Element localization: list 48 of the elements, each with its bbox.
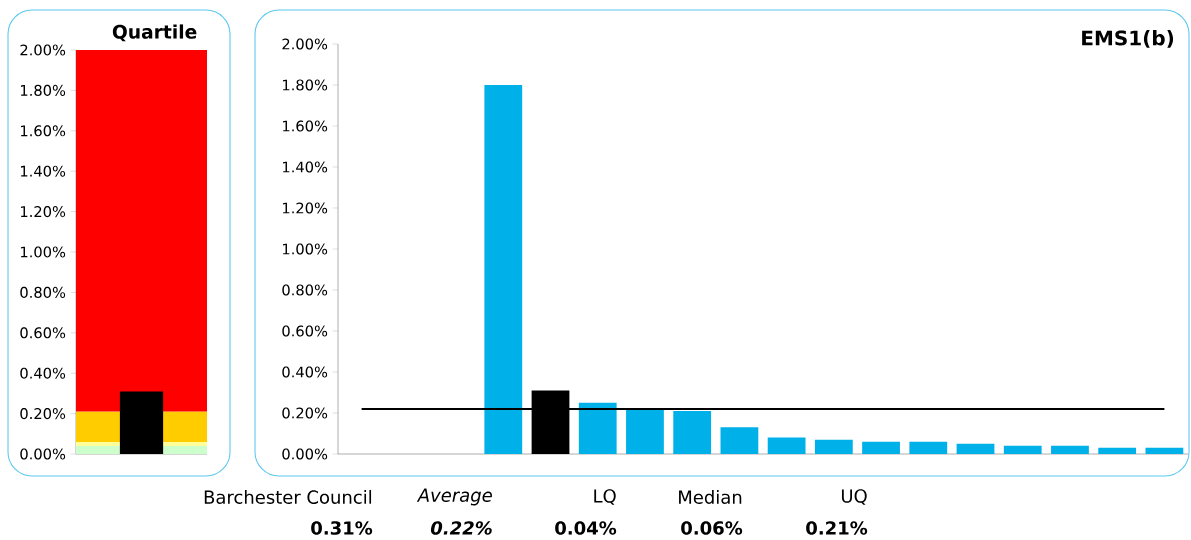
- bar: [1051, 445, 1089, 454]
- bar: [1003, 445, 1042, 454]
- text: Average: [416, 488, 492, 506]
- y-tick-label: 0.00%: [282, 448, 328, 460]
- y-tick-label: 0.40%: [282, 366, 328, 378]
- y-tick-label: 1.20%: [20, 206, 66, 218]
- y-tick-label: 2.00%: [282, 38, 328, 50]
- bar: [767, 437, 806, 454]
- y-tick-label: 1.80%: [20, 84, 66, 96]
- y-tick-label: 1.00%: [282, 243, 328, 255]
- text: 0.04%: [555, 521, 617, 535]
- bar: [862, 441, 900, 454]
- y-tick-label: 1.60%: [282, 120, 328, 132]
- y-tick-label: 0.80%: [282, 284, 328, 296]
- bar: [578, 402, 617, 454]
- bar: [1145, 447, 1184, 454]
- text: Median: [679, 490, 742, 504]
- text: Barchester Council: [204, 490, 372, 504]
- text: LQ: [594, 489, 616, 505]
- y-tick-label: 2.00%: [20, 44, 66, 56]
- y-tick-label: 0.00%: [20, 448, 66, 460]
- y-tick-label: 1.20%: [282, 202, 328, 214]
- text: 0.06%: [681, 521, 743, 535]
- text: 0.22%: [430, 521, 492, 535]
- bar: [814, 439, 853, 454]
- y-tick-label: 0.60%: [282, 325, 328, 337]
- y-tick-label: 1.40%: [282, 161, 328, 173]
- y-tick-label: 1.00%: [20, 246, 66, 258]
- y-tick-label: 1.40%: [20, 165, 66, 177]
- y-tick-label: 1.80%: [282, 79, 328, 91]
- text: UQ: [841, 489, 867, 505]
- bar: [673, 410, 712, 454]
- bar: [956, 443, 995, 454]
- y-tick-label: 1.60%: [20, 125, 66, 137]
- text: 0.21%: [806, 521, 868, 535]
- y-tick-label: 0.80%: [20, 286, 66, 298]
- bar: [1098, 447, 1137, 454]
- y-tick-label: 0.40%: [20, 367, 66, 379]
- bar: [909, 441, 948, 454]
- y-tick-label: 0.20%: [20, 408, 66, 420]
- bar: [484, 85, 523, 454]
- y-tick-label: 0.60%: [20, 327, 66, 339]
- bar: [626, 408, 664, 454]
- y-tick-label: 0.20%: [282, 407, 328, 419]
- chart-title: Quartile: [112, 24, 197, 42]
- bar: [720, 427, 759, 454]
- text: 0.31%: [311, 521, 373, 535]
- chart-title: EMS1(b): [1082, 30, 1174, 48]
